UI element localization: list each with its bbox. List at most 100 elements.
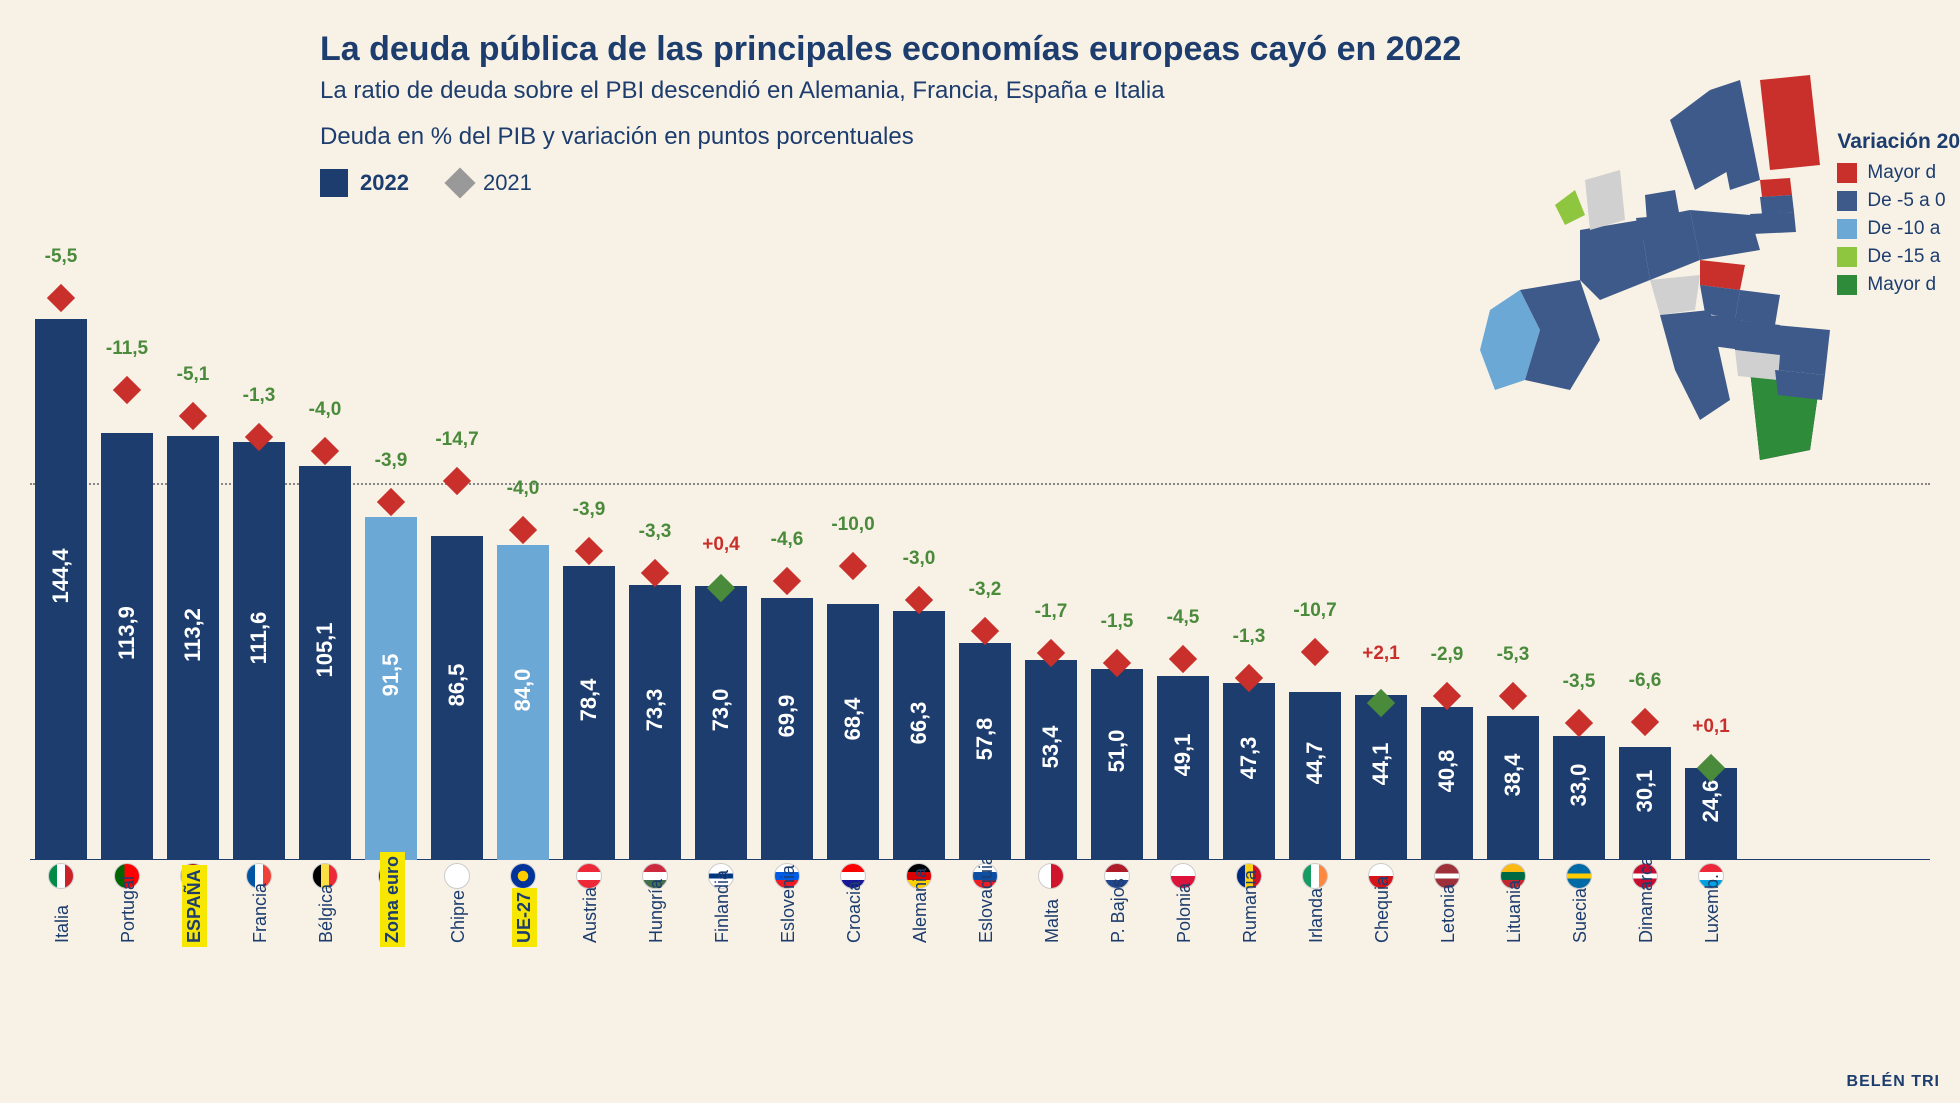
bar: 51,0 (1091, 669, 1143, 860)
bar-value: 38,4 (1500, 754, 1526, 797)
bar-group: 113,2-5,1ESPAÑA (162, 436, 224, 861)
map-bulgaria (1775, 370, 1825, 400)
map-poland (1690, 210, 1760, 260)
variation-label: -2,9 (1431, 644, 1464, 666)
bar-value: 66,3 (906, 701, 932, 744)
diamond-2021-icon (1169, 645, 1197, 673)
country-flag-icon (48, 863, 74, 889)
flag-wrap (1038, 857, 1064, 894)
country-label: Suecia (1568, 884, 1593, 947)
map-legend-color-icon (1837, 163, 1857, 183)
variation-label: -4,0 (507, 478, 540, 500)
bar-value: 84,0 (510, 668, 536, 711)
bar: 86,5 (431, 536, 483, 860)
country-label: Polonia (1172, 879, 1197, 947)
bar-group: 66,3-3,0Alemania (888, 611, 950, 860)
bar: 84,0 (497, 545, 549, 860)
diamond-2021-icon (1565, 709, 1593, 737)
variation-label: -4,0 (309, 399, 342, 421)
diamond-2021-icon (905, 586, 933, 614)
country-label: Alemania (908, 864, 933, 947)
country-label: Austria (578, 883, 603, 947)
bar-group: 33,0-3,5Suecia (1548, 736, 1610, 860)
variation-label: -5,3 (1497, 644, 1530, 666)
diamond-2021-icon (641, 559, 669, 587)
map-belgium (1636, 228, 1655, 240)
bar: 47,3 (1223, 683, 1275, 860)
variation-label: -4,6 (771, 529, 804, 551)
bar-group: 78,4-3,9Austria (558, 566, 620, 860)
map-legend-item: Mayor d (1837, 162, 1960, 184)
map-legend-color-icon (1837, 219, 1857, 239)
diamond-2021-icon (443, 466, 471, 494)
bar-group: 57,8-3,2Eslovaquia (954, 643, 1016, 860)
bar-value: 113,9 (114, 607, 140, 661)
bar-value: 53,4 (1038, 725, 1064, 768)
bar-group: 30,1-6,6Dinamarca (1614, 747, 1676, 860)
map-lithuania (1750, 212, 1796, 234)
country-label: Letonia (1436, 880, 1461, 947)
chart-title: La deuda pública de las principales econ… (320, 30, 1461, 69)
bar-group: 144,4-5,5Italia (30, 319, 92, 861)
variation-label: +2,1 (1362, 643, 1400, 665)
country-label: ESPAÑA (182, 865, 207, 947)
diamond-2021-icon (1499, 682, 1527, 710)
map-legend-item: De -15 a (1837, 246, 1960, 268)
bar: 53,4 (1025, 660, 1077, 860)
diamond-2021-icon (839, 552, 867, 580)
map-netherlands (1636, 216, 1660, 229)
chart-legend: 2022 2021 (320, 169, 1461, 197)
bar-group: 86,5-14,7Chipre (426, 536, 488, 860)
bar-group: 49,1-4,5Polonia (1152, 676, 1214, 860)
bar-value: 69,9 (774, 695, 800, 738)
bar: 44,1 (1355, 695, 1407, 860)
variation-label: -11,5 (106, 338, 148, 360)
country-label: Finlandia (710, 866, 735, 947)
bar-value: 47,3 (1236, 737, 1262, 780)
bar-value: 68,4 (840, 697, 866, 740)
europe-map (1450, 50, 1850, 490)
variation-label: -1,3 (1233, 626, 1266, 648)
country-label: Francia (248, 879, 273, 947)
map-legend-label: Mayor d (1867, 274, 1936, 296)
bar: 73,3 (629, 585, 681, 860)
country-label: Portugal (116, 872, 141, 947)
bar-value: 49,1 (1170, 734, 1196, 777)
map-slovakia (1735, 290, 1780, 325)
bar-value: 73,0 (708, 689, 734, 732)
bar-value: 78,4 (576, 679, 602, 722)
flag-wrap (48, 857, 74, 894)
bar-value: 44,7 (1302, 742, 1328, 785)
country-label: Irlanda (1304, 884, 1329, 947)
country-label: Chequia (1370, 872, 1395, 947)
bar-value: 30,1 (1632, 769, 1658, 812)
bar-group: 91,5-3,9Zona euro (360, 517, 422, 860)
map-finland (1760, 75, 1820, 170)
variation-label: -3,9 (573, 499, 606, 521)
map-legend-label: De -15 a (1867, 246, 1940, 268)
variation-label: -10,0 (831, 514, 874, 536)
map-serbia (1735, 350, 1780, 380)
legend-2021: 2021 (449, 170, 532, 196)
variation-label: -1,3 (243, 385, 276, 407)
bar: 44,7 (1289, 692, 1341, 860)
variation-label: -4,5 (1167, 607, 1200, 629)
chart-subtitle: La ratio de deuda sobre el PBI descendió… (320, 77, 1461, 105)
diamond-2021-icon (311, 437, 339, 465)
variation-label: -10,7 (1293, 600, 1336, 622)
variation-label: -3,9 (375, 450, 408, 472)
bar-group: 44,1+2,1Chequia (1350, 695, 1412, 860)
bar-value: 111,6 (246, 611, 272, 664)
bar-group: 51,0-1,5P. Bajos (1086, 669, 1148, 860)
bar: 105,1 (299, 466, 351, 860)
bar-value: 144,4 (48, 549, 74, 604)
country-label: Rumanía (1238, 866, 1263, 947)
bar-value: 40,8 (1434, 749, 1460, 792)
bar-group: 47,3-1,3Rumanía (1218, 683, 1280, 860)
bar-group: 68,4-10,0Croacia (822, 604, 884, 861)
bar-group: 113,9-11,5Portugal (96, 433, 158, 860)
map-latvia (1760, 195, 1794, 214)
bar: 68,4 (827, 604, 879, 861)
bar-group: 84,0-4,0UE-27 (492, 545, 554, 860)
country-flag-icon (1038, 863, 1064, 889)
